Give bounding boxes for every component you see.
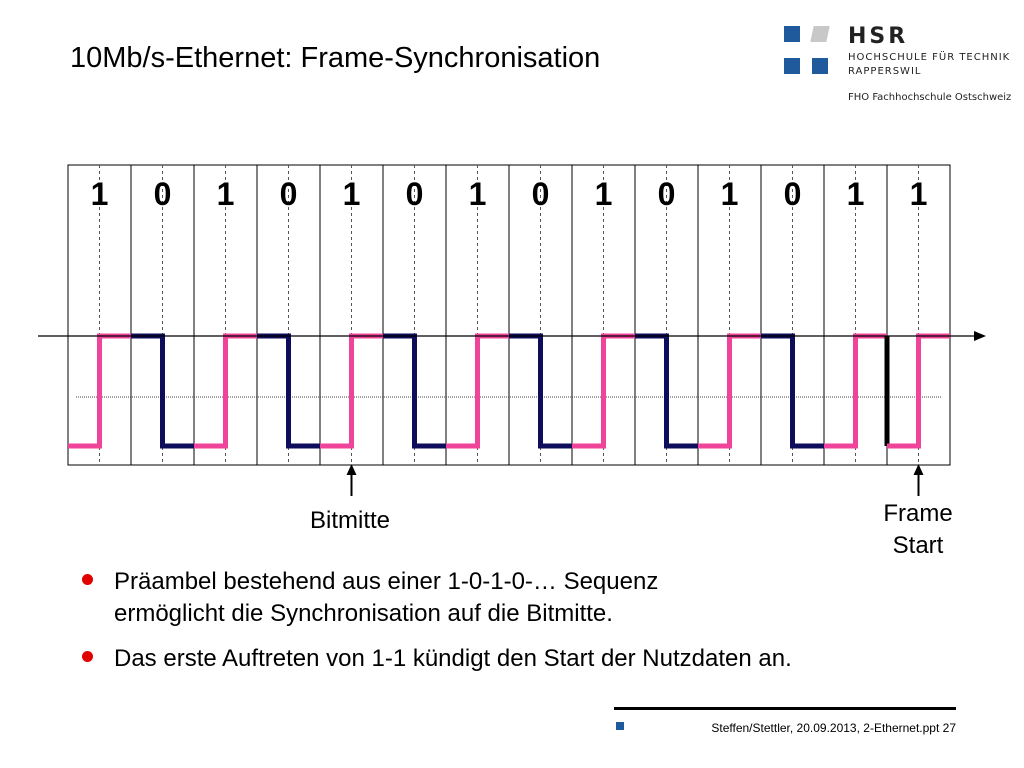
bit-label: 1 xyxy=(469,176,487,212)
bullet-dot-icon xyxy=(82,651,93,662)
bit-grid xyxy=(67,164,951,466)
bit-label: 0 xyxy=(658,176,676,212)
bullet-text-line: Präambel bestehend aus einer 1-0-1-0-… S… xyxy=(114,568,659,595)
logo-square-icon xyxy=(784,58,800,74)
logo-line-3: FHO Fachhochschule Ostschweiz xyxy=(848,92,1012,103)
footer-divider xyxy=(614,707,956,710)
footer-square-icon xyxy=(616,722,624,730)
bit-label: 1 xyxy=(910,176,928,212)
bit-signal-segment xyxy=(320,333,383,449)
footer-text: Steffen/Stettler, 20.09.2013, 2-Ethernet… xyxy=(711,721,956,735)
frame-start-label-1: Frame xyxy=(883,500,953,527)
bit-labels: 1 0 1 0 1 0 1 0 1 0 1 0 1 1 xyxy=(91,176,928,212)
time-axis xyxy=(38,331,986,496)
bit-label: 1 xyxy=(343,176,361,212)
bullet-list: Präambel bestehend aus einer 1-0-1-0-… S… xyxy=(82,566,982,688)
axis-arrow-icon xyxy=(974,331,986,341)
manchester-diagram: 1 0 1 0 1 0 1 0 1 0 1 0 1 1 xyxy=(38,164,986,496)
logo-line-2: RAPPERSWIL xyxy=(848,66,922,77)
bit-signal-segment xyxy=(887,333,950,449)
bit-label: 0 xyxy=(154,176,172,212)
hsr-logo: HSR HOCHSCHULE FÜR TECHNIK RAPPERSWIL FH… xyxy=(784,24,1014,106)
logo-square-icon xyxy=(784,26,800,42)
bit-label: 1 xyxy=(595,176,613,212)
bit-signal-segment xyxy=(194,333,257,449)
bit-label: 1 xyxy=(91,176,109,212)
bit-signal-segment xyxy=(509,333,572,449)
bit-signal-segment xyxy=(698,333,761,449)
frame-start-label-2: Start xyxy=(892,532,944,559)
bit-signal-segment xyxy=(131,333,194,449)
bitmitte-label: Bitmitte xyxy=(309,507,390,534)
bit-signal-segment xyxy=(257,333,320,449)
bit-signal-segment xyxy=(572,333,635,449)
bit-signal-segment xyxy=(635,333,698,449)
slide-title: 10Mb/s-Ethernet: Frame-Synchronisation xyxy=(70,42,601,74)
logo-acronym: HSR xyxy=(848,24,909,49)
bit-signal-segment xyxy=(824,333,887,449)
bit-signal-segment xyxy=(383,333,446,449)
bit-label: 0 xyxy=(280,176,298,212)
logo-line-1: HOCHSCHULE FÜR TECHNIK xyxy=(848,52,1011,63)
bullet-text-line: ermöglicht die Synchronisation auf die B… xyxy=(114,600,613,627)
bit-label: 0 xyxy=(532,176,550,212)
bit-label: 0 xyxy=(784,176,802,212)
bit-signal-segment xyxy=(446,333,509,449)
bullet-item: Präambel bestehend aus einer 1-0-1-0-… S… xyxy=(82,566,982,630)
bullet-item: Das erste Auftreten von 1-1 kündigt den … xyxy=(82,643,982,675)
bit-signal-segment xyxy=(761,333,824,449)
bit-label: 1 xyxy=(721,176,739,212)
bitmitte-arrow-icon xyxy=(346,464,357,475)
bit-label: 1 xyxy=(217,176,235,212)
bit-label: 1 xyxy=(847,176,865,212)
bit-label: 0 xyxy=(406,176,424,212)
logo-square-icon xyxy=(812,58,828,74)
bit-signal-segment xyxy=(68,333,131,449)
frame-start-arrow-icon xyxy=(913,464,924,475)
bullet-dot-icon xyxy=(82,574,93,585)
bullet-text-line: Das erste Auftreten von 1-1 kündigt den … xyxy=(114,645,792,672)
